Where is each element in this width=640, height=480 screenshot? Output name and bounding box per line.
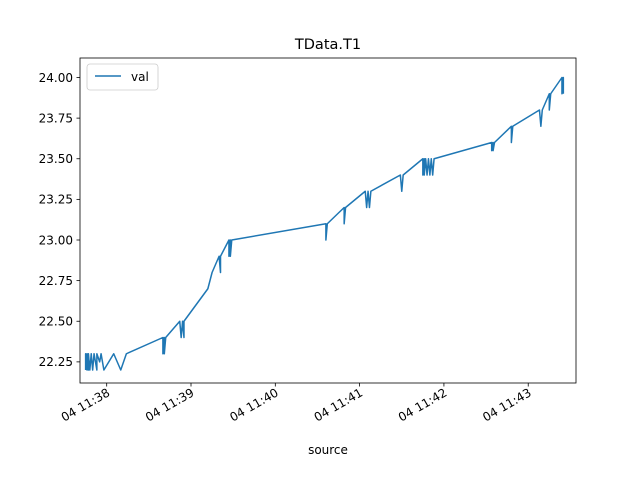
y-tick-label: 23.50	[39, 152, 73, 166]
y-tick-label: 23.75	[39, 111, 73, 125]
y-tick-label: 22.50	[39, 315, 73, 329]
y-axis: 22.25 22.50 22.75 23.00 23.25 23.50 23.75 24.00	[39, 71, 80, 369]
chart-title: TData.T1	[294, 37, 361, 53]
y-tick-label: 22.25	[39, 355, 73, 369]
y-tick-label: 22.75	[39, 274, 73, 288]
legend: val	[86, 63, 159, 91]
legend-label-val: val	[131, 70, 149, 84]
plot-area	[80, 58, 576, 383]
y-tick-label: 24.00	[39, 71, 73, 85]
y-tick-label: 23.00	[39, 233, 73, 247]
series-line-val	[84, 76, 565, 371]
plot-frame	[79, 57, 577, 384]
x-axis-label: source	[308, 443, 348, 457]
y-tick-label: 23.25	[39, 193, 73, 207]
legend-box	[86, 63, 159, 91]
